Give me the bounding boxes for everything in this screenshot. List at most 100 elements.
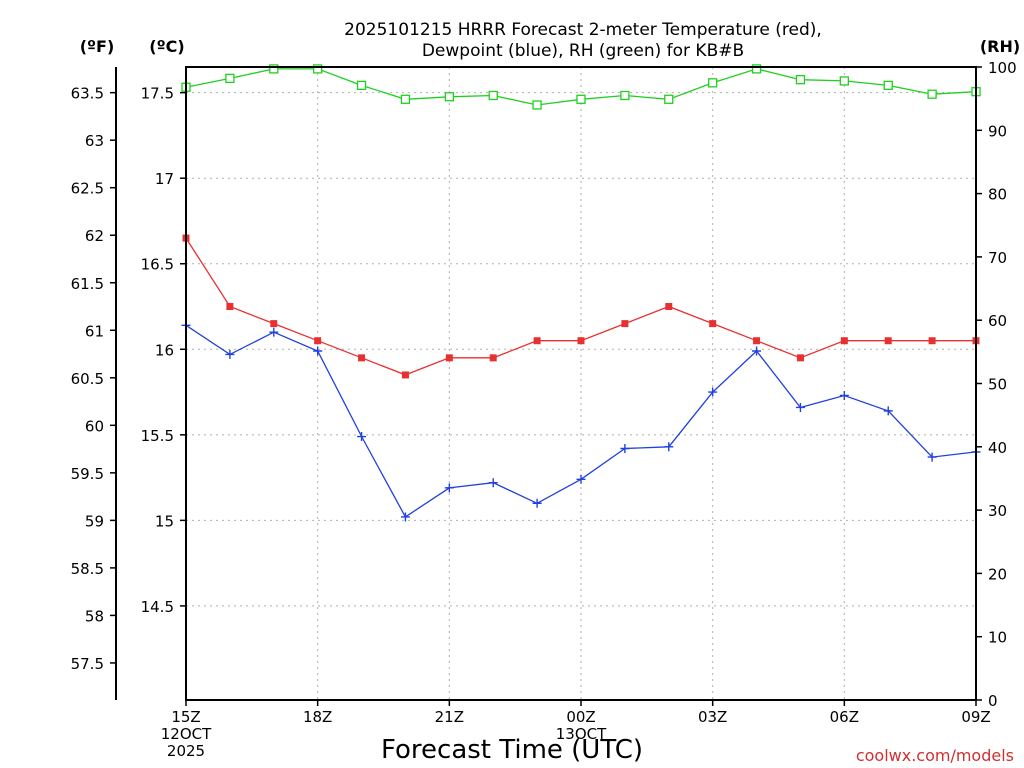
celsius-tick-label: 16 [155,341,174,359]
temperature-point [753,337,761,345]
dewpoint-point [883,406,893,416]
rh-point [664,94,674,104]
rh-tick-label: 20 [988,565,1007,583]
rh-tick-label: 40 [988,439,1007,457]
rh-point [620,90,630,101]
temperature-point [533,337,541,345]
x-tick-label: 09Z [961,708,990,726]
x-tick-label: 13OCT [556,725,607,743]
rh-tick-label: 10 [988,629,1007,647]
celsius-tick-label: 17.5 [141,85,174,103]
chart-title-line-2: Dewpoint (blue), RH (green) for KB#B [422,41,744,61]
rh-point [708,78,718,88]
fahrenheit-tick-label: 59 [85,512,104,530]
plot-frame [185,66,977,701]
credit-text: coolwx.com/models [856,746,1014,765]
temperature-point [358,354,366,362]
rh-tick-label: 50 [988,376,1007,394]
rh-unit-label: (RH) [980,37,1020,56]
celsius-tick-label: 14.5 [141,598,174,616]
fahrenheit-tick-label: 60.5 [71,370,104,388]
fahrenheit-tick-label: 63 [85,132,104,150]
x-tick-label: 12OCT [161,725,212,743]
temperature-point [445,354,453,362]
fahrenheit-tick-label: 62 [85,227,104,245]
x-tick-label: 2025 [167,742,205,760]
x-tick-label: 00Z [566,708,595,726]
celsius-unit-label: (ºC) [149,37,184,56]
fahrenheit-tick-label: 59.5 [71,465,104,483]
celsius-tick-label: 16.5 [141,256,174,274]
grid-lines [186,67,976,700]
temperature-point [226,303,234,311]
x-tick-label: 06Z [830,708,859,726]
temperature-point [314,337,322,345]
rh-point [444,92,454,102]
dewpoint-point [708,387,718,397]
fahrenheit-tick-label: 62.5 [71,180,104,198]
dewpoint-point [664,442,674,452]
rh-point [269,64,279,74]
rh-point [356,80,367,91]
x-tick-label: 03Z [698,708,727,726]
fahrenheit-tick-label: 58 [85,607,104,625]
x-tick-label: 18Z [303,708,332,726]
dewpoint-point [400,512,410,522]
temperature-point [270,320,278,328]
chart-title-line-1: 2025101215 HRRR Forecast 2-meter Tempera… [344,20,822,40]
temperature-point [796,354,804,362]
celsius-tick-label: 17 [155,170,174,188]
dewpoint-point [795,402,805,412]
rh-point [400,94,411,104]
dewpoint-point [313,346,323,356]
dewpoint-point [225,349,235,359]
fahrenheit-tick-label: 61.5 [71,275,104,293]
rh-point [576,94,586,104]
fahrenheit-tick-label: 57.5 [71,655,104,673]
dewpoint-point [357,432,367,442]
rh-tick-label: 30 [988,502,1007,520]
rh-point [839,76,849,86]
dewpoint-point [576,474,586,484]
fahrenheit-tick-label: 61 [85,322,104,340]
temperature-point [489,354,497,362]
x-tick-label: 15Z [171,708,200,726]
dewpoint-point [620,444,630,454]
rh-tick-label: 0 [988,692,998,710]
axes [110,66,982,706]
temperature-point [709,320,717,328]
celsius-tick-label: 15.5 [141,427,174,445]
rh-tick-label: 60 [988,312,1007,330]
fahrenheit-tick-label: 60 [85,417,104,435]
rh-point [751,64,762,74]
rh-point [883,80,893,91]
rh-point [488,90,498,101]
temperature-point [840,337,848,345]
temperature-point [621,320,629,328]
dewpoint-point [927,452,937,462]
rh-point [225,73,235,84]
temperature-point [884,337,892,345]
x-tick-label: 21Z [435,708,464,726]
dewpoint-point [752,346,762,356]
fahrenheit-tick-label: 58.5 [71,560,104,578]
rh-point [927,89,937,99]
dewpoint-point [488,478,498,488]
temperature-series-line [185,237,976,376]
rh-tick-label: 80 [988,186,1007,204]
dewpoint-point [444,483,454,493]
rh-tick-label: 90 [988,122,1007,140]
dewpoint-point [839,390,849,400]
rh-point [795,75,806,85]
temperature-point [928,337,936,345]
celsius-tick-label: 15 [155,512,174,530]
rh-point [532,100,542,110]
fahrenheit-unit-label: (ºF) [80,37,115,56]
rh-tick-label: 70 [988,249,1007,267]
temperature-point [665,303,673,311]
fahrenheit-tick-label: 63.5 [71,85,104,103]
rh-point [313,64,323,74]
x-axis-label: Forecast Time (UTC) [381,735,643,765]
